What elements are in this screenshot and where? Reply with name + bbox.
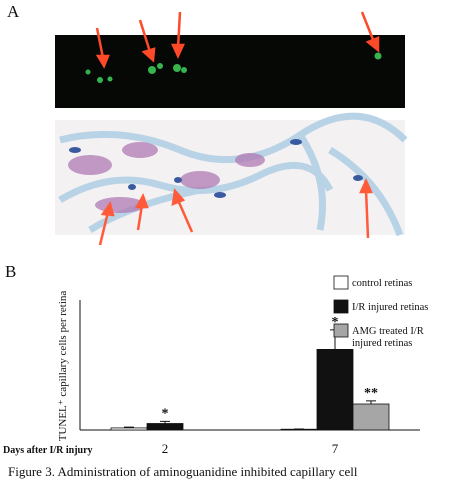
x-tick-label: 2 bbox=[162, 441, 169, 456]
significance-mark: ** bbox=[364, 386, 378, 401]
legend-label: I/R injured retinas bbox=[352, 302, 428, 313]
x-tick-label: 7 bbox=[332, 441, 339, 456]
fluorescence-image bbox=[55, 11, 405, 108]
legend-swatch bbox=[333, 275, 349, 290]
caption: Figure 3. Administration of aminoguanidi… bbox=[8, 464, 358, 479]
panel-label: B bbox=[5, 262, 16, 281]
legend-swatch bbox=[333, 299, 349, 314]
legend-label: AMG treated I/R injured retinas bbox=[352, 326, 424, 349]
error-bar bbox=[124, 426, 134, 428]
x-axis-label: Days after I/R injury bbox=[3, 445, 93, 456]
histology-image bbox=[55, 112, 408, 246]
y-axis-label: TUNEL⁺ capillary cells per retina bbox=[57, 291, 69, 442]
significance-mark: * bbox=[332, 315, 339, 330]
bar bbox=[110, 427, 148, 431]
panel-label: A bbox=[7, 2, 20, 21]
bar bbox=[316, 348, 354, 431]
error-bar bbox=[160, 420, 170, 424]
bar bbox=[146, 423, 184, 431]
legend-label: control retinas bbox=[352, 278, 412, 289]
error-bar bbox=[366, 400, 376, 404]
legend-swatch bbox=[333, 323, 349, 338]
bar bbox=[352, 403, 390, 431]
significance-mark: * bbox=[162, 406, 169, 421]
